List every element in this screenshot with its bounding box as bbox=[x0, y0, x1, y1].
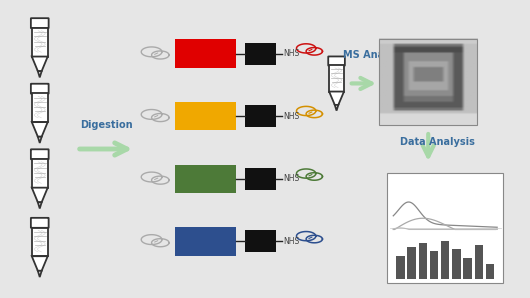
Polygon shape bbox=[38, 137, 42, 143]
Polygon shape bbox=[32, 188, 48, 202]
Bar bbox=[486, 264, 494, 279]
Bar bbox=[32, 28, 48, 57]
Bar bbox=[245, 105, 276, 127]
Bar bbox=[175, 102, 236, 131]
Polygon shape bbox=[38, 202, 42, 209]
Text: NHS: NHS bbox=[284, 112, 300, 121]
Bar bbox=[175, 40, 236, 68]
Bar bbox=[175, 164, 236, 193]
Bar bbox=[387, 173, 503, 283]
Bar bbox=[463, 258, 472, 279]
Bar bbox=[452, 249, 461, 279]
Text: NHS: NHS bbox=[284, 174, 300, 183]
Bar bbox=[32, 94, 48, 122]
Polygon shape bbox=[32, 256, 48, 271]
FancyBboxPatch shape bbox=[31, 218, 49, 228]
Bar bbox=[245, 43, 276, 65]
FancyBboxPatch shape bbox=[31, 84, 49, 94]
Bar bbox=[474, 245, 483, 279]
Bar bbox=[430, 252, 438, 279]
Polygon shape bbox=[335, 105, 338, 111]
Text: Digestion: Digestion bbox=[80, 119, 132, 130]
Bar bbox=[245, 230, 276, 252]
Polygon shape bbox=[38, 71, 42, 77]
Bar bbox=[329, 65, 344, 91]
Bar bbox=[379, 39, 477, 125]
Bar bbox=[419, 243, 427, 279]
Bar bbox=[441, 241, 449, 279]
Text: NHS: NHS bbox=[284, 237, 300, 246]
Polygon shape bbox=[32, 122, 48, 137]
FancyBboxPatch shape bbox=[328, 56, 345, 66]
Polygon shape bbox=[329, 91, 344, 105]
Bar bbox=[396, 256, 404, 279]
Bar bbox=[32, 228, 48, 256]
Polygon shape bbox=[32, 57, 48, 71]
Text: Data Analysis: Data Analysis bbox=[400, 136, 475, 147]
Polygon shape bbox=[38, 271, 42, 277]
FancyBboxPatch shape bbox=[31, 149, 49, 159]
Bar bbox=[408, 247, 416, 279]
Bar bbox=[245, 168, 276, 190]
Bar bbox=[32, 159, 48, 188]
FancyBboxPatch shape bbox=[31, 18, 49, 28]
Text: MS Analysis: MS Analysis bbox=[343, 49, 410, 60]
Bar bbox=[175, 227, 236, 255]
Text: NHS: NHS bbox=[284, 49, 300, 58]
